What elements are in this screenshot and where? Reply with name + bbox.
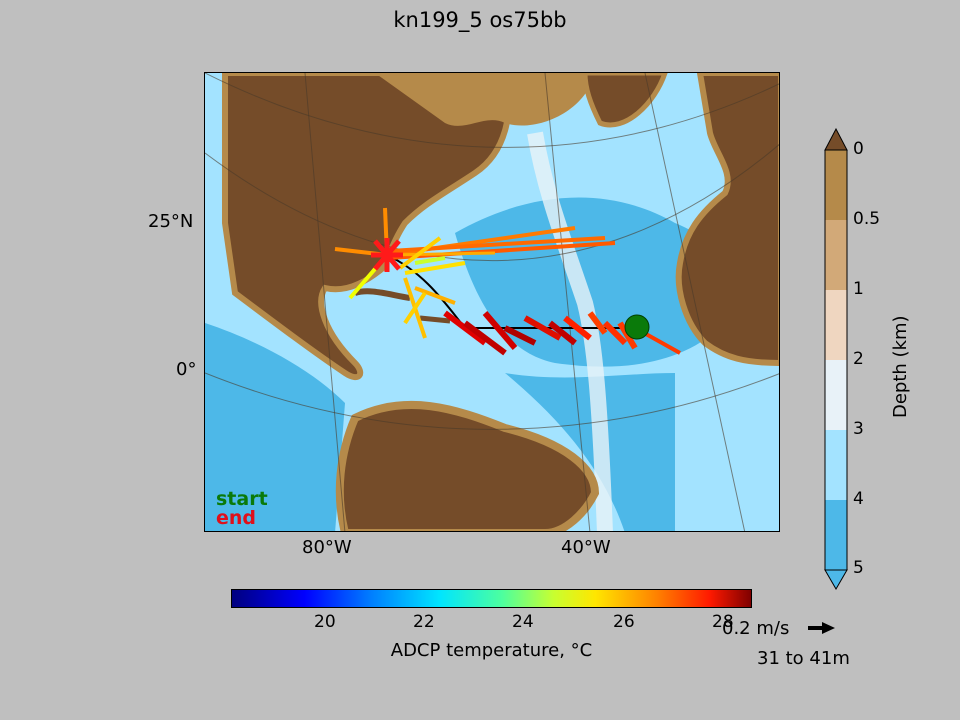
depth-band (825, 150, 847, 220)
parallel-25n (205, 144, 779, 262)
temp-tick: 22 (413, 612, 435, 632)
depth-band (825, 500, 847, 570)
temp-tick: 26 (613, 612, 635, 632)
arrow (617, 321, 638, 350)
arrow (523, 315, 562, 341)
pacific-deep (205, 323, 345, 531)
africa-europe (675, 73, 779, 366)
depth-colorbar (824, 127, 848, 590)
plot-title: kn199_5 os75bb (393, 8, 567, 32)
temp-tick: 20 (314, 612, 336, 632)
hispaniola (419, 315, 451, 324)
arrow (548, 320, 577, 346)
arrow (563, 315, 592, 341)
arrow (414, 256, 446, 265)
quiver-key-depth-range: 31 to 41m (757, 648, 850, 669)
temperature-colorbar-label: ADCP temperature, °C (390, 640, 593, 661)
temp-tick: 24 (512, 612, 534, 632)
arrow-icon (808, 622, 835, 634)
lat-label-25n: 25°N (148, 211, 194, 232)
temperature-colorbar (231, 589, 752, 608)
arrow (443, 310, 487, 346)
arrow (602, 320, 628, 346)
south-america (335, 400, 600, 531)
depth-band (825, 290, 847, 360)
arrow (482, 311, 518, 350)
arrow (587, 311, 608, 335)
arrow (398, 236, 442, 270)
parallel-50n (205, 73, 779, 148)
depth-colorbar-label: Depth (km) (890, 315, 911, 418)
depth-colorbar-frame (824, 149, 848, 571)
atlantic-deep-north (455, 197, 733, 367)
canada-shelf (375, 73, 595, 126)
depth-tick: 5 (853, 558, 864, 578)
depth-tick: 2 (853, 349, 864, 369)
start-marker (624, 314, 650, 340)
depth-tick: 0.5 (853, 209, 881, 229)
depth-tick: 4 (853, 489, 864, 509)
velocity-arrows-warm (334, 207, 616, 339)
lat-label-0: 0° (176, 359, 197, 380)
mid-atlantic-ridge (527, 131, 613, 531)
arrow (503, 325, 537, 346)
depth-band (825, 220, 847, 290)
arrow (404, 261, 466, 275)
quiver-key-speed: 0.2 m/s (722, 618, 790, 639)
map-panel (204, 72, 780, 532)
arrow (386, 251, 496, 257)
depth-colorbar-bottom-extend (824, 569, 848, 590)
meridian-20w (644, 73, 746, 531)
velocity-arrows-hot (443, 310, 681, 356)
quiver-key-arrow (808, 620, 836, 640)
north-america (222, 73, 512, 381)
map-svg (205, 73, 779, 531)
greenland (582, 73, 668, 128)
meridian-80w (304, 73, 346, 531)
lon-label-80w: 80°W (302, 537, 352, 558)
legend-start: start (216, 488, 268, 510)
meridian-40w (544, 73, 591, 531)
parallel-0 (205, 372, 779, 430)
lon-label-40w: 40°W (561, 537, 611, 558)
legend-end: end (216, 507, 257, 529)
atlantic-deep-south (505, 373, 675, 531)
end-marker (371, 238, 403, 272)
depth-colorbar-svg (824, 127, 848, 590)
temp-tick: 28 (712, 612, 734, 632)
arrow (463, 320, 507, 356)
arrow (414, 286, 456, 305)
arrow (403, 291, 427, 325)
depth-band (825, 360, 847, 430)
depth-colorbar-top-extend (824, 127, 848, 151)
cuba (354, 288, 411, 301)
depth-tick: 1 (853, 279, 864, 299)
depth-tick: 0 (853, 139, 864, 159)
depth-band (825, 430, 847, 500)
depth-tick: 3 (853, 419, 864, 439)
